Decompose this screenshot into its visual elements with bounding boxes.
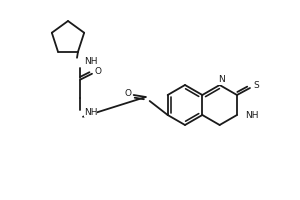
Text: NH: NH (84, 57, 98, 66)
Text: S: S (253, 80, 259, 90)
Text: O: O (94, 67, 101, 76)
Text: N: N (218, 75, 225, 84)
Text: NH: NH (84, 108, 98, 117)
Text: O: O (124, 88, 131, 98)
Text: NH: NH (245, 110, 259, 120)
